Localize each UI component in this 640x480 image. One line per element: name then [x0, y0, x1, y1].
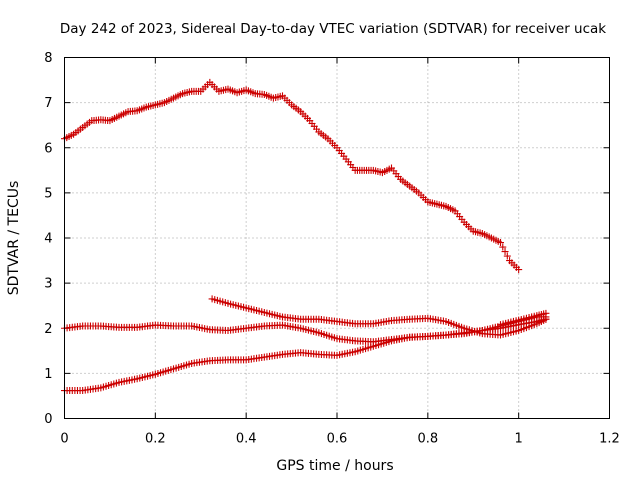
series-satellite-a — [61, 78, 523, 274]
data-point — [515, 266, 523, 274]
y-tick-label: 2 — [44, 322, 52, 337]
x-tick-labels: 0 0.2 0.4 0.6 0.8 1 1.2 — [60, 432, 619, 447]
data-point — [499, 243, 507, 251]
data-point — [542, 309, 550, 317]
x-tick-label: 0 — [60, 432, 68, 447]
y-tick-label: 3 — [44, 277, 52, 292]
y-tick-label: 6 — [44, 141, 52, 156]
x-tick-label: 0.2 — [145, 432, 166, 447]
y-tick-label: 4 — [44, 232, 52, 247]
y-tick-label: 0 — [44, 412, 52, 427]
x-tick-label: 0.4 — [236, 432, 257, 447]
x-tick-label: 0.6 — [327, 432, 348, 447]
x-tick-label: 1 — [515, 432, 523, 447]
x-tick-label: 1.2 — [599, 432, 620, 447]
data-point — [501, 248, 509, 256]
data-point — [542, 315, 550, 323]
series-satellite-b — [61, 315, 550, 346]
y-axis-label: SDTVAR / TECUs — [6, 181, 22, 296]
data-point — [503, 252, 511, 260]
x-tick-label: 0.8 — [417, 432, 438, 447]
chart-title: Day 242 of 2023, Sidereal Day-to-day VTE… — [60, 21, 606, 37]
data-points — [61, 78, 550, 395]
y-tick-label: 5 — [44, 186, 52, 201]
plot-frame — [64, 57, 610, 419]
y-tick-label: 1 — [44, 367, 52, 382]
series-satellite-e — [497, 309, 550, 329]
data-point — [497, 239, 504, 247]
series-satellite-d — [208, 295, 550, 339]
y-tick-labels: 0 1 2 3 4 5 6 7 8 — [44, 51, 52, 427]
grid-lines — [64, 57, 610, 419]
y-tick-label: 7 — [44, 96, 52, 111]
y-tick-label: 8 — [44, 51, 52, 66]
x-axis-label: GPS time / hours — [276, 458, 393, 474]
